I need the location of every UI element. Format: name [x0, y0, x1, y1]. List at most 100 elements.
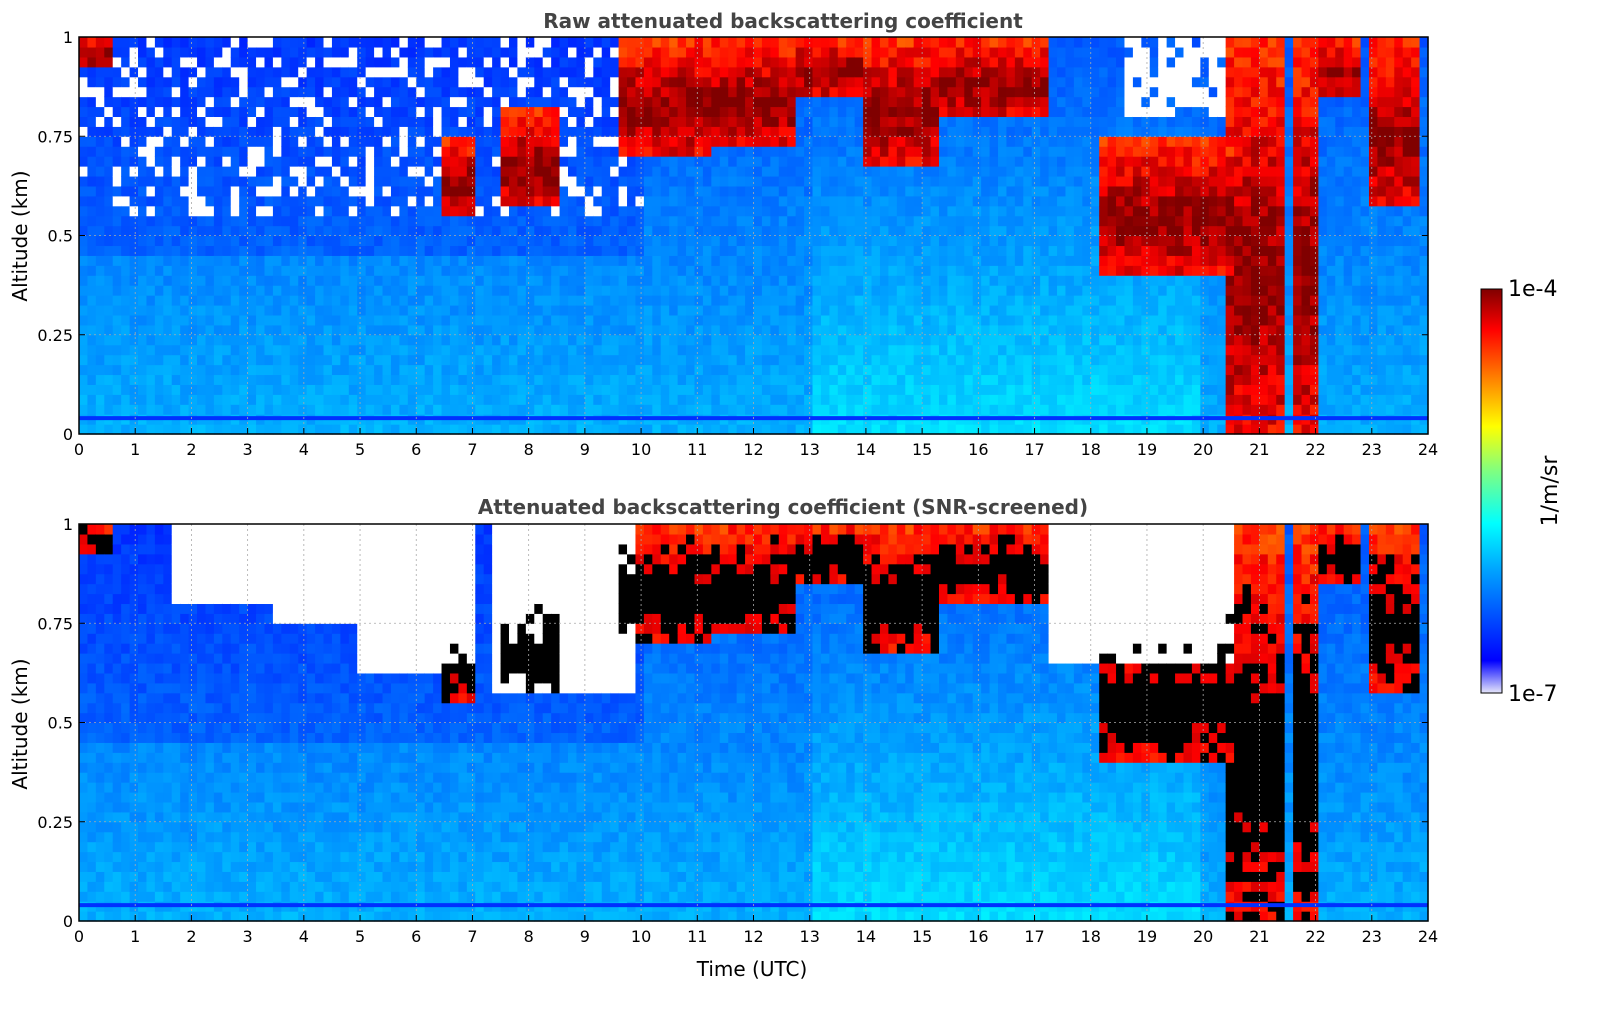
heatmap-cell: [483, 384, 493, 395]
heatmap-cell: [475, 394, 485, 405]
heatmap-cell: [197, 354, 207, 366]
heatmap-cell: [686, 37, 696, 48]
heatmap-cell: [829, 404, 839, 415]
heatmap-cell: [635, 255, 645, 266]
heatmap-cell: [829, 66, 839, 78]
heatmap-cell: [500, 364, 510, 376]
heatmap-cell: [1065, 86, 1075, 98]
heatmap-cell: [171, 146, 181, 157]
heatmap-cell: [458, 354, 468, 366]
heatmap-cell: [357, 46, 367, 58]
heatmap-cell: [154, 354, 164, 366]
heatmap-cell: [593, 334, 603, 346]
heatmap-cell: [888, 295, 898, 306]
heatmap-cell: [905, 374, 915, 385]
heatmap-cell: [281, 344, 291, 356]
heatmap-cell: [492, 424, 502, 435]
heatmap-cell: [1040, 86, 1050, 98]
heatmap-cell: [829, 304, 839, 316]
heatmap-cell: [863, 334, 873, 346]
heatmap-cell: [568, 334, 578, 346]
heatmap-cell: [407, 146, 417, 157]
heatmap-cell: [1065, 106, 1075, 118]
heatmap-cell: [736, 364, 746, 376]
heatmap-cell: [331, 37, 341, 48]
heatmap-cell: [1090, 96, 1100, 108]
heatmap-cell: [728, 354, 738, 366]
heatmap-cell: [508, 86, 519, 98]
heatmap-cell: [576, 215, 586, 227]
heatmap-cell: [559, 295, 569, 306]
heatmap-cell: [171, 126, 181, 137]
heatmap-cell: [247, 354, 257, 366]
heatmap-cell: [778, 136, 788, 147]
heatmap-cell: [146, 156, 156, 167]
heatmap-cell: [610, 245, 620, 256]
heatmap-cell: [222, 265, 232, 276]
heatmap-cell: [998, 185, 1008, 197]
heatmap-cell: [736, 304, 746, 316]
heatmap-cell: [669, 424, 679, 435]
heatmap-cell: [1107, 86, 1117, 98]
heatmap-cell: [382, 166, 392, 177]
heatmap-cell: [1107, 76, 1117, 88]
heatmap-cell: [315, 76, 325, 88]
heatmap-cell: [1107, 384, 1117, 395]
heatmap-cell: [1082, 364, 1092, 376]
heatmap-cell: [79, 195, 89, 207]
heatmap-cell: [458, 136, 468, 147]
heatmap-cell: [449, 265, 459, 276]
heatmap-cell: [702, 146, 712, 157]
heatmap-cell: [525, 285, 535, 296]
heatmap-cell: [896, 275, 906, 286]
heatmap-cell: [441, 255, 451, 266]
heatmap-cell: [998, 255, 1008, 266]
heatmap-cell: [559, 384, 569, 395]
heatmap-cell: [222, 404, 232, 415]
heatmap-cell: [989, 66, 999, 78]
heatmap-cell: [576, 364, 586, 376]
heatmap-cell: [1090, 225, 1100, 237]
heatmap-cell: [795, 404, 805, 415]
heatmap-cell: [1107, 394, 1117, 405]
heatmap-cell: [846, 275, 856, 286]
heatmap-cell: [601, 66, 611, 78]
heatmap-cell: [449, 86, 459, 98]
heatmap-cell: [1082, 146, 1092, 157]
heatmap-cell: [407, 334, 417, 346]
heatmap-cell: [1006, 215, 1016, 227]
heatmap-cell: [1023, 265, 1033, 276]
heatmap-cell: [964, 344, 974, 356]
heatmap-cell: [964, 156, 974, 167]
heatmap-cell: [1107, 235, 1117, 247]
heatmap-cell: [79, 96, 89, 108]
heatmap-cell: [761, 295, 771, 306]
heatmap-cell: [837, 195, 847, 207]
heatmap-cell: [95, 156, 105, 167]
heatmap-cell: [1014, 424, 1024, 435]
heatmap-cell: [601, 235, 611, 247]
heatmap-cell: [121, 304, 131, 316]
heatmap-cell: [593, 56, 603, 68]
heatmap-cell: [517, 215, 527, 227]
heatmap-cell: [1065, 285, 1075, 296]
heatmap-cell: [930, 116, 940, 127]
heatmap-cell: [922, 126, 932, 137]
heatmap-cell: [441, 324, 451, 336]
heatmap-cell: [112, 364, 122, 376]
heatmap-cell: [736, 374, 746, 385]
heatmap-cell: [163, 424, 173, 435]
heatmap-cell: [129, 76, 139, 88]
heatmap-cell: [846, 235, 856, 247]
heatmap-cell: [534, 175, 544, 187]
heatmap-cell: [635, 136, 645, 147]
heatmap-cell: [1090, 324, 1100, 336]
heatmap-cell: [256, 265, 266, 276]
heatmap-cell: [1040, 136, 1050, 147]
heatmap-cell: [846, 225, 856, 237]
heatmap-cell: [475, 295, 485, 306]
heatmap-cell: [197, 56, 207, 68]
heatmap-cell: [761, 394, 771, 405]
heatmap-cell: [171, 275, 181, 286]
heatmap-cell: [95, 116, 105, 127]
